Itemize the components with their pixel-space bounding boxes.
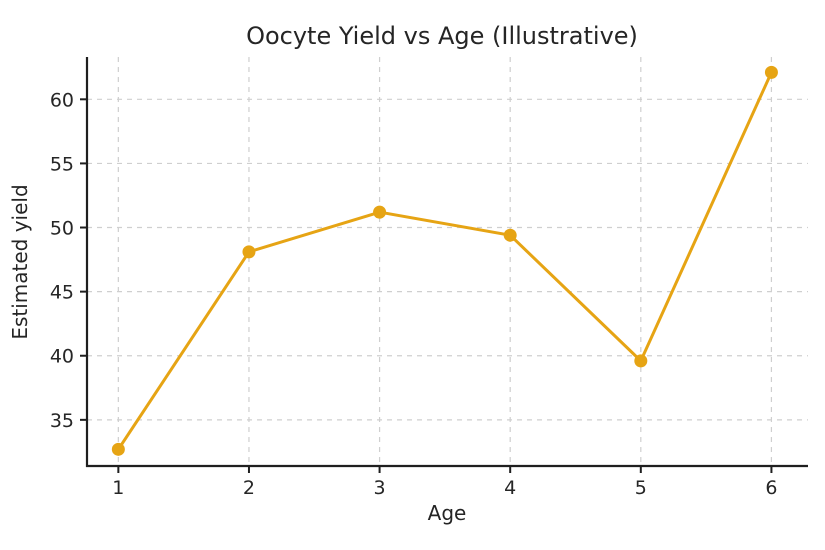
- y-tick-label: 45: [50, 282, 74, 304]
- y-tick-label: 50: [50, 218, 74, 240]
- data-point: [111, 442, 125, 456]
- grid-lines: [87, 57, 808, 466]
- data-series: [111, 65, 778, 456]
- axis-ticks: [80, 98, 773, 473]
- x-tick-label: 2: [243, 477, 255, 499]
- data-point: [242, 245, 256, 259]
- y-axis-label: Estimated yield: [8, 184, 32, 339]
- x-tick-label: 4: [504, 477, 516, 499]
- x-tick-label: 3: [374, 477, 386, 499]
- data-point: [764, 65, 778, 79]
- chart-title: Oocyte Yield vs Age (Illustrative): [246, 22, 638, 50]
- y-tick-label: 40: [50, 346, 74, 368]
- data-line: [116, 70, 773, 451]
- y-tick-label: 35: [50, 410, 74, 432]
- y-tick-label: 60: [50, 89, 74, 111]
- x-tick-label: 1: [112, 477, 124, 499]
- y-tick-label: 55: [50, 153, 74, 175]
- data-point: [634, 354, 648, 368]
- x-tick-label: 5: [635, 477, 647, 499]
- x-tick-label: 6: [765, 477, 777, 499]
- axes-spines: [85, 57, 808, 468]
- data-point: [373, 205, 387, 219]
- x-axis-label: Age: [428, 501, 467, 525]
- data-point: [503, 228, 517, 242]
